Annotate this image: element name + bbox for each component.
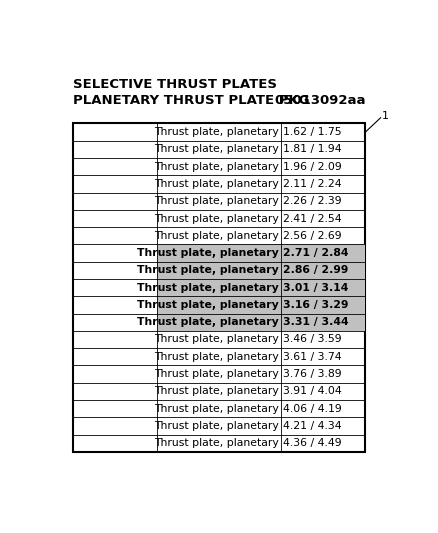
Text: SELECTIVE THRUST PLATES: SELECTIVE THRUST PLATES — [74, 78, 277, 91]
Text: 2.56 / 2.69: 2.56 / 2.69 — [283, 231, 342, 241]
Text: Thrust plate, planetary: Thrust plate, planetary — [154, 196, 279, 206]
Text: 2.86 / 2.99: 2.86 / 2.99 — [283, 265, 349, 276]
Text: Thrust plate, planetary: Thrust plate, planetary — [137, 248, 279, 258]
Text: 2.11 / 2.24: 2.11 / 2.24 — [283, 179, 342, 189]
Text: 3.61 / 3.74: 3.61 / 3.74 — [283, 352, 342, 362]
Bar — [157, 262, 365, 279]
Text: Thrust plate, planetary: Thrust plate, planetary — [154, 352, 279, 362]
Bar — [157, 279, 365, 296]
Text: 2.26 / 2.39: 2.26 / 2.39 — [283, 196, 342, 206]
Text: Thrust plate, planetary: Thrust plate, planetary — [154, 335, 279, 344]
Text: 1.96 / 2.09: 1.96 / 2.09 — [283, 161, 342, 172]
Text: 1.81 / 1.94: 1.81 / 1.94 — [283, 144, 342, 155]
Text: 3.46 / 3.59: 3.46 / 3.59 — [283, 335, 342, 344]
Text: Thrust plate, planetary: Thrust plate, planetary — [154, 386, 279, 397]
Text: 05013092aa: 05013092aa — [275, 94, 366, 107]
Bar — [157, 245, 365, 262]
Text: Thrust plate, planetary: Thrust plate, planetary — [137, 265, 279, 276]
Text: 3.01 / 3.14: 3.01 / 3.14 — [283, 282, 349, 293]
Text: Thrust plate, planetary: Thrust plate, planetary — [137, 317, 279, 327]
Text: Thrust plate, planetary: Thrust plate, planetary — [154, 369, 279, 379]
Text: 2.71 / 2.84: 2.71 / 2.84 — [283, 248, 349, 258]
Text: Thrust plate, planetary: Thrust plate, planetary — [154, 144, 279, 155]
Text: Thrust plate, planetary: Thrust plate, planetary — [137, 282, 279, 293]
Text: 4.36 / 4.49: 4.36 / 4.49 — [283, 438, 342, 448]
Text: 1.62 / 1.75: 1.62 / 1.75 — [283, 127, 342, 137]
Text: Thrust plate, planetary: Thrust plate, planetary — [154, 421, 279, 431]
Text: Thrust plate, planetary: Thrust plate, planetary — [154, 231, 279, 241]
Text: 2.41 / 2.54: 2.41 / 2.54 — [283, 214, 342, 223]
Text: 3.16 / 3.29: 3.16 / 3.29 — [283, 300, 349, 310]
Text: Thrust plate, planetary: Thrust plate, planetary — [154, 161, 279, 172]
Text: 4.06 / 4.19: 4.06 / 4.19 — [283, 403, 342, 414]
Bar — [157, 313, 365, 331]
Text: Thrust plate, planetary: Thrust plate, planetary — [154, 438, 279, 448]
Text: Thrust plate, planetary: Thrust plate, planetary — [154, 127, 279, 137]
Text: 4.21 / 4.34: 4.21 / 4.34 — [283, 421, 342, 431]
Text: 3.31 / 3.44: 3.31 / 3.44 — [283, 317, 349, 327]
Text: 3.76 / 3.89: 3.76 / 3.89 — [283, 369, 342, 379]
Text: Thrust plate, planetary: Thrust plate, planetary — [154, 403, 279, 414]
Text: 1: 1 — [382, 111, 389, 120]
Text: Thrust plate, planetary: Thrust plate, planetary — [154, 214, 279, 223]
Text: Thrust plate, planetary: Thrust plate, planetary — [137, 300, 279, 310]
Text: Thrust plate, planetary: Thrust plate, planetary — [154, 179, 279, 189]
Text: 3.91 / 4.04: 3.91 / 4.04 — [283, 386, 342, 397]
Text: PLANETARY THRUST PLATE PKG: PLANETARY THRUST PLATE PKG — [74, 94, 310, 107]
Bar — [157, 296, 365, 313]
